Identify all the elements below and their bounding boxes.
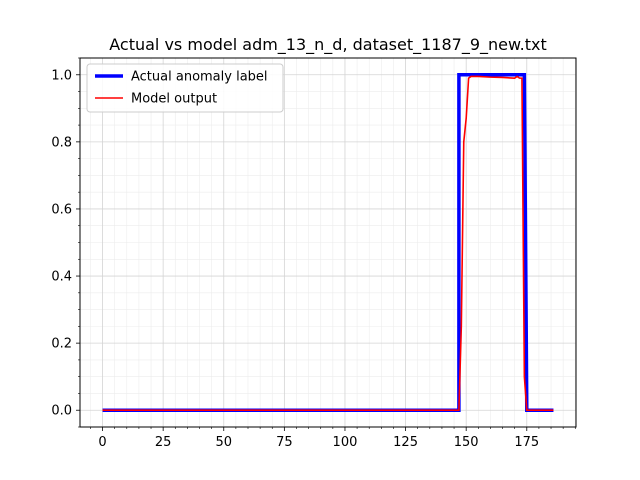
y-tick-label: 0.6 — [51, 202, 72, 217]
y-tick-label: 0.8 — [51, 135, 72, 150]
y-tick-label: 1.0 — [51, 68, 72, 83]
x-tick-label: 125 — [393, 435, 418, 450]
x-tick-label: 0 — [98, 435, 106, 450]
series-layer — [102, 73, 554, 412]
x-axis-ticks: 0 25 50 75 100 125 150 175 — [90, 427, 576, 450]
x-tick-label: 100 — [333, 435, 358, 450]
x-tick-label: 50 — [215, 435, 232, 450]
x-tick-label: 25 — [155, 435, 172, 450]
legend-label: Model output — [131, 92, 217, 107]
y-tick-label: 0.4 — [51, 270, 72, 285]
minor-grid — [80, 57, 576, 428]
x-tick-label: 175 — [514, 435, 539, 450]
y-axis-ticks: 0.0 0.2 0.4 0.6 0.8 1.0 — [51, 57, 80, 428]
chart-title: Actual vs model adm_13_n_d, dataset_1187… — [109, 35, 546, 55]
legend-label: Actual anomaly label — [131, 70, 268, 85]
series-line-2 — [102, 75, 554, 412]
legend-box — [86, 63, 284, 113]
x-tick-label: 75 — [276, 435, 293, 450]
y-tick-label: 0.2 — [51, 337, 72, 352]
legend: Actual anomaly label Model output — [86, 63, 284, 113]
x-tick-label: 150 — [454, 435, 479, 450]
y-tick-label: 0.0 — [51, 404, 72, 419]
